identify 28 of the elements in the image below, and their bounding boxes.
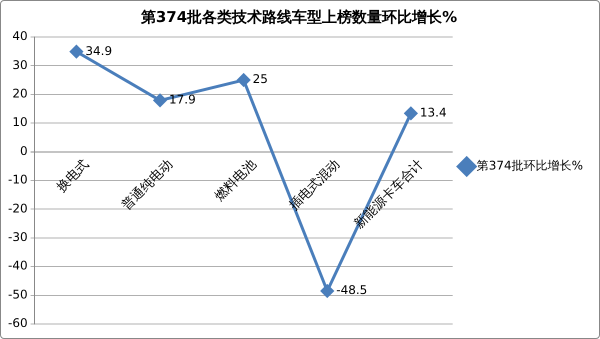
chart-title: 第374批各类技术路线车型上榜数量环比增长% [140, 8, 458, 26]
y-tick-label: -10 [8, 172, 28, 187]
y-tick-label: 0 [20, 144, 28, 158]
x-tick-label: 燃料电池 [212, 157, 260, 204]
point [320, 284, 334, 298]
data-label: 13.4 [420, 105, 447, 120]
y-tick-label: 40 [12, 29, 28, 44]
data-label: 25 [252, 72, 268, 86]
data-label: 34.9 [85, 44, 112, 58]
point [237, 74, 250, 87]
y-tick-label: -50 [8, 287, 28, 302]
y-tick-label: -60 [8, 316, 28, 330]
y-tick-label: -30 [8, 230, 28, 244]
point [70, 45, 83, 58]
y-tick-label: 30 [12, 58, 28, 72]
x-tick-label: 普通纯电动 [118, 156, 176, 214]
point [404, 106, 418, 120]
data-label: 17.9 [169, 92, 196, 107]
x-tick-label: 插电式混动 [286, 157, 344, 214]
data-label: -48.5 [336, 283, 368, 298]
y-tick-label: -20 [8, 201, 28, 216]
x-tick-label: 换电式 [54, 157, 92, 196]
y-tick-label: 20 [12, 86, 28, 101]
point [154, 94, 167, 107]
legend-label: 第374批环比增长% [476, 158, 584, 173]
y-tick-label: -40 [8, 258, 28, 273]
y-tick-label: 10 [12, 115, 28, 130]
x-tick-label: 新能源卡车合计 [352, 157, 427, 232]
